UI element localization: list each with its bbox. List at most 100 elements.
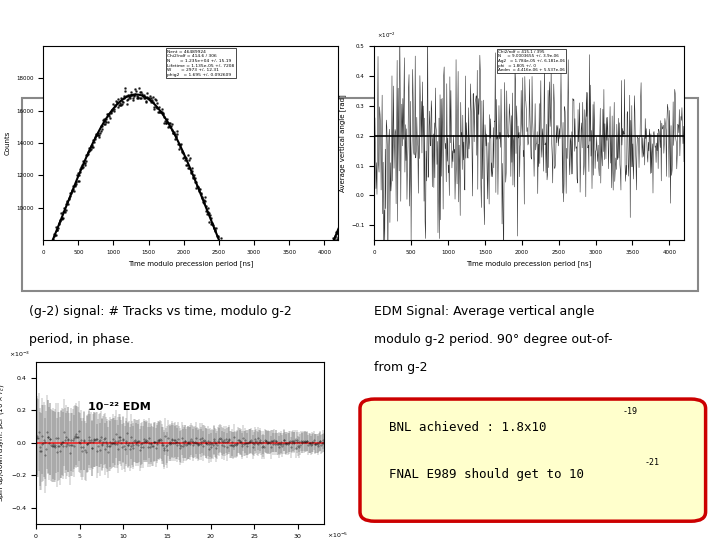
Point — [286, 310, 297, 319]
Point — [248, 301, 259, 310]
Point — [55, 208, 67, 217]
Point — [191, 184, 202, 192]
Text: FNAL E989 should get to 10: FNAL E989 should get to 10 — [389, 468, 584, 481]
Point — [238, 296, 250, 305]
Point — [122, 94, 134, 103]
Point — [305, 286, 316, 294]
Point — [281, 322, 292, 330]
Point — [274, 317, 286, 326]
Point — [105, 107, 117, 116]
Point — [129, 90, 140, 99]
Point — [82, 150, 94, 159]
Point — [256, 311, 268, 320]
Text: -21: -21 — [644, 458, 660, 467]
Point — [66, 186, 77, 195]
Point — [256, 308, 267, 316]
Point — [307, 278, 319, 286]
Point — [150, 102, 162, 111]
Point — [176, 147, 187, 156]
Point — [175, 139, 186, 148]
Point — [301, 297, 312, 306]
Point — [186, 166, 197, 175]
Point — [186, 164, 198, 172]
Point — [268, 325, 279, 333]
Point — [143, 95, 154, 104]
Point — [330, 227, 342, 236]
Point — [133, 84, 145, 92]
Point — [180, 154, 192, 163]
Point — [147, 93, 158, 102]
Point — [40, 259, 51, 268]
Text: Chi2/ndf = 415.1 / 395
N     = 9.0003655 +/- 3.9e-06
Ag2   = 1.784e-05 +/- 6.181: Chi2/ndf = 415.1 / 395 N = 9.0003655 +/-… — [498, 50, 565, 72]
Point — [136, 90, 148, 99]
Point — [89, 135, 100, 144]
Point — [78, 159, 90, 167]
Point — [225, 261, 237, 269]
Text: $\times 10^{-3}$: $\times 10^{-3}$ — [9, 349, 30, 359]
Point — [42, 248, 54, 257]
Point — [70, 180, 81, 189]
Point — [158, 109, 169, 117]
Point — [196, 192, 207, 201]
Point — [307, 282, 318, 291]
Text: EDM Signal: Average vertical angle: EDM Signal: Average vertical angle — [374, 305, 595, 318]
Point — [249, 307, 261, 316]
Point — [185, 167, 197, 176]
Point — [104, 113, 116, 122]
Point — [197, 198, 209, 206]
Point — [132, 93, 143, 102]
Point — [90, 131, 102, 140]
Point — [47, 235, 58, 244]
Point — [87, 143, 99, 151]
Point — [119, 91, 130, 100]
Point — [220, 249, 231, 258]
Point — [86, 144, 97, 153]
Point — [58, 204, 70, 213]
Point — [230, 279, 242, 288]
Point — [91, 129, 102, 138]
Point — [158, 118, 170, 127]
Point — [315, 264, 326, 272]
Point — [289, 309, 300, 318]
Point — [68, 182, 79, 191]
Point — [45, 241, 56, 250]
Point — [204, 211, 216, 219]
Point — [234, 283, 246, 292]
Point — [192, 183, 203, 192]
Point — [240, 291, 252, 299]
Text: Nent = 46489924
Chi2/ndf = 414.6 / 306
N       = 1.235e+04 +/- 15.19
Lifetime = : Nent = 46489924 Chi2/ndf = 414.6 / 306 N… — [167, 50, 235, 77]
Point — [78, 157, 89, 165]
Point — [208, 223, 220, 232]
Point — [279, 321, 290, 330]
Point — [153, 103, 165, 112]
Point — [300, 290, 311, 299]
Point — [81, 151, 93, 159]
Point — [326, 243, 338, 252]
Point — [128, 92, 140, 100]
Point — [51, 226, 63, 235]
Point — [219, 245, 230, 254]
Point — [282, 314, 294, 323]
Point — [97, 115, 109, 124]
Point — [112, 103, 124, 111]
Point — [218, 249, 230, 258]
Point — [318, 260, 329, 269]
Point — [253, 308, 264, 317]
Point — [285, 307, 297, 315]
Text: $\times 10^{-2}$: $\times 10^{-2}$ — [377, 31, 397, 40]
Point — [301, 288, 312, 296]
Point — [305, 279, 316, 288]
Point — [61, 198, 73, 206]
Point — [261, 316, 273, 325]
Point — [328, 235, 340, 244]
Point — [316, 265, 328, 273]
Point — [231, 275, 243, 284]
Point — [187, 174, 199, 183]
Point — [106, 105, 117, 114]
Point — [208, 224, 220, 233]
X-axis label: Time modulo precession period [ns]: Time modulo precession period [ns] — [467, 261, 592, 267]
Point — [119, 87, 130, 96]
Point — [315, 269, 326, 278]
Point — [254, 312, 266, 320]
Point — [245, 297, 256, 306]
